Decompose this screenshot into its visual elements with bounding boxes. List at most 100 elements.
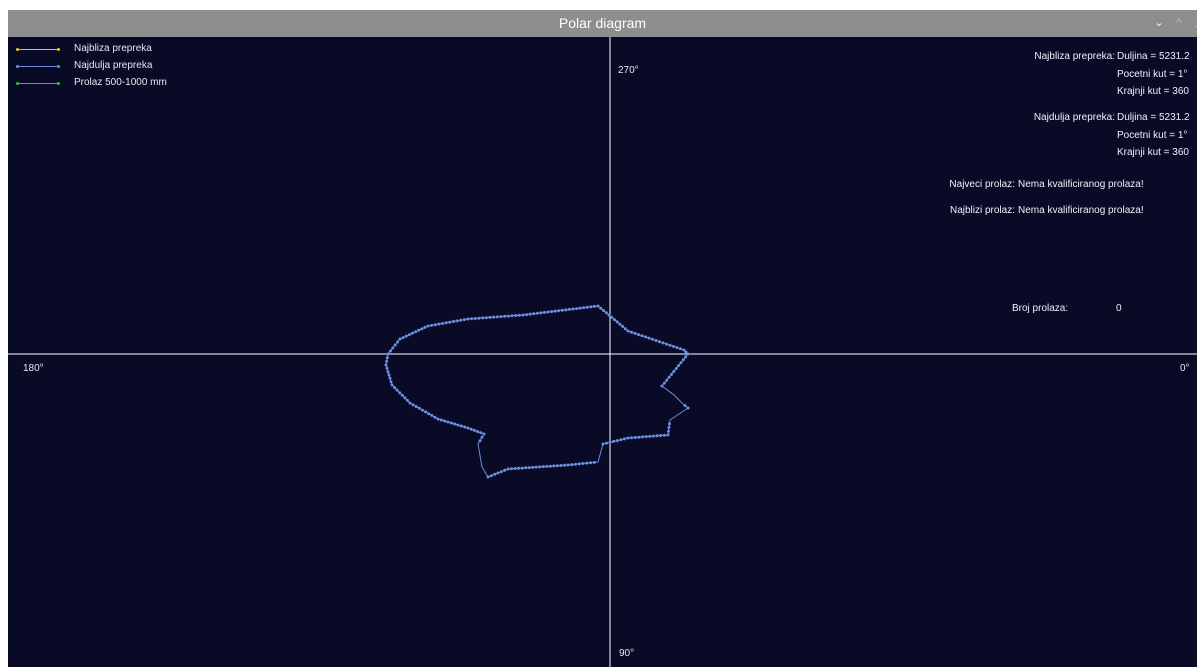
legend-swatch: [16, 65, 60, 68]
scan-point: [684, 350, 688, 354]
scan-point: [393, 386, 397, 390]
legend-label: Najdulja prepreka: [74, 60, 153, 71]
scan-point: [647, 336, 651, 340]
scan-point: [386, 370, 390, 374]
scan-point: [439, 418, 443, 422]
scan-point: [585, 305, 589, 309]
scan-point: [541, 465, 545, 469]
scan-point: [385, 359, 389, 363]
scan-outline: [384, 304, 690, 479]
scan-point: [391, 346, 395, 350]
scan-point: [667, 429, 670, 433]
scan-point: [667, 426, 671, 429]
scan-point: [651, 337, 654, 341]
scan-point: [384, 363, 388, 367]
scan-point: [652, 434, 655, 438]
scan-point: [484, 316, 488, 320]
window-title-bar[interactable]: Polar diagram ⌄ ^ x: [8, 10, 1197, 37]
closest-passage-label: Najblizi prolaz:: [949, 205, 1015, 216]
scan-point: [575, 307, 579, 311]
scan-point: [644, 435, 648, 439]
axis-label-90: 90°: [619, 648, 635, 659]
scan-point: [486, 475, 490, 479]
scan-point: [488, 315, 492, 319]
scan-point: [398, 337, 402, 341]
scan-point: [386, 352, 390, 356]
scan-point: [564, 308, 568, 312]
scan-point: [550, 310, 554, 314]
scan-point: [618, 322, 622, 326]
scan-point: [682, 348, 686, 352]
scan-point: [589, 461, 592, 465]
scan-point: [520, 466, 524, 470]
scan-point: [633, 331, 637, 335]
scan-point: [489, 474, 493, 478]
scan-point: [514, 314, 518, 317]
scan-point: [466, 317, 470, 321]
scan-point: [503, 468, 507, 472]
scan-point: [560, 308, 564, 312]
scan-point: [462, 318, 466, 322]
scan-point: [444, 321, 448, 325]
axis-label-180: 180°: [23, 363, 44, 374]
closest-passage-value: Nema kvalificiranog prolaza!: [1018, 205, 1144, 216]
scan-point: [559, 464, 563, 467]
scan-point: [433, 323, 437, 327]
scan-point: [449, 421, 453, 425]
scan-point: [492, 315, 496, 319]
maximize-icon[interactable]: ^: [1176, 17, 1182, 29]
passage-count-label: Broj prolaza:: [1012, 303, 1069, 314]
scan-point: [493, 472, 497, 476]
scan-point: [477, 316, 481, 320]
farthest-obstacle-label: Najdulja prepreka:: [1033, 112, 1115, 123]
scan-point: [388, 376, 392, 380]
scan-point: [608, 440, 612, 444]
scan-point: [437, 322, 441, 326]
scan-point: [672, 344, 675, 348]
scan-point: [423, 325, 427, 329]
scan-point: [626, 436, 630, 440]
scan-point: [592, 460, 596, 464]
scan-point: [545, 464, 549, 468]
minimize-icon[interactable]: ⌄: [1154, 17, 1164, 29]
scan-point: [524, 466, 528, 470]
scan-point: [619, 438, 623, 442]
scan-point: [686, 352, 690, 356]
legend-label: Najbliza prepreka: [74, 43, 152, 54]
farthest-obstacle-start-angle: Pocetni kut = 1°: [1117, 130, 1188, 141]
polar-plot: [8, 37, 1197, 667]
scan-point: [630, 330, 633, 334]
scan-point: [470, 317, 474, 321]
scan-point: [446, 420, 450, 424]
scan-point: [571, 307, 575, 311]
scan-point: [452, 320, 455, 323]
largest-passage-value: Nema kvalificiranog prolaza!: [1018, 179, 1144, 190]
scan-point: [405, 398, 409, 402]
scan-point: [648, 434, 652, 438]
scan-point: [414, 405, 418, 409]
scan-point: [443, 419, 447, 423]
scan-point: [552, 464, 556, 468]
scan-point: [542, 310, 546, 314]
scan-point: [389, 380, 393, 384]
scan-point: [615, 320, 619, 324]
close-icon[interactable]: x: [1191, 10, 1197, 37]
scan-point: [578, 306, 582, 310]
scan-point: [612, 318, 616, 322]
scan-point: [517, 466, 521, 470]
scan-point: [654, 339, 658, 342]
scan-point: [640, 334, 644, 338]
scan-point: [592, 304, 596, 308]
scan-point: [567, 307, 571, 311]
scan-point: [496, 471, 500, 475]
scan-point: [503, 314, 507, 318]
scan-outline-line: [385, 305, 689, 478]
scan-point: [521, 313, 525, 317]
legend-label: Prolaz 500-1000 mm: [74, 77, 167, 88]
scan-point: [555, 464, 559, 468]
scan-point: [448, 320, 452, 324]
scan-point: [441, 322, 444, 325]
scan-point: [665, 342, 668, 346]
scan-point: [401, 336, 405, 340]
scan-point: [411, 403, 415, 407]
